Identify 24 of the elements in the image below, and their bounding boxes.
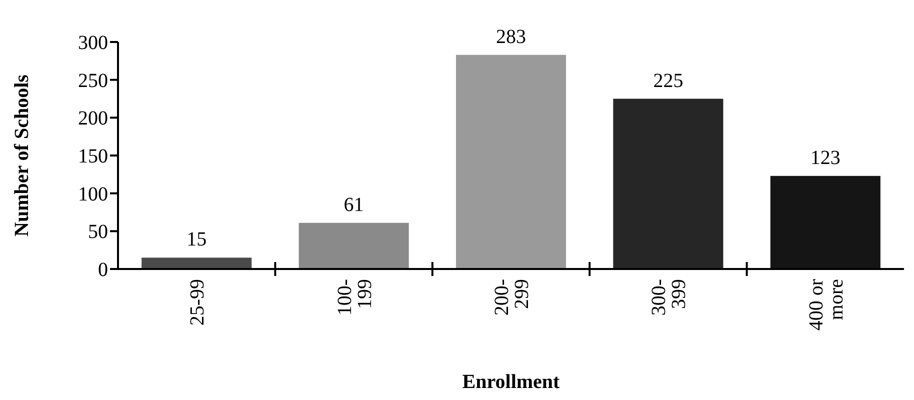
y-tick-label: 50: [88, 221, 108, 244]
data-label: 15: [186, 228, 207, 251]
y-tick-label: 300: [78, 32, 108, 54]
x-tick-label: 200- 299: [491, 279, 533, 316]
y-tick-label: 100: [78, 183, 108, 206]
y-tick-label: 200: [78, 108, 108, 130]
y-tick-label: 150: [78, 146, 108, 168]
bar: [770, 176, 880, 269]
bar: [142, 258, 252, 269]
y-tick-label: 250: [78, 70, 108, 92]
data-label: 283: [496, 26, 526, 48]
data-label: 61: [344, 194, 364, 216]
x-tick-label: 25-99: [186, 279, 209, 326]
y-tick-label: 0: [98, 259, 108, 281]
x-axis-title: Enrollment: [462, 371, 560, 393]
y-axis-title: Number of Schools: [11, 74, 33, 236]
bar: [613, 98, 724, 269]
x-tick-label: 100- 199: [334, 279, 376, 316]
data-label: 225: [653, 70, 684, 92]
data-label: 123: [810, 146, 840, 169]
x-tick-label: 300- 399: [648, 279, 690, 316]
bar: [456, 54, 566, 269]
x-tick-label: 400 or more: [805, 278, 848, 331]
bar: [298, 222, 409, 269]
